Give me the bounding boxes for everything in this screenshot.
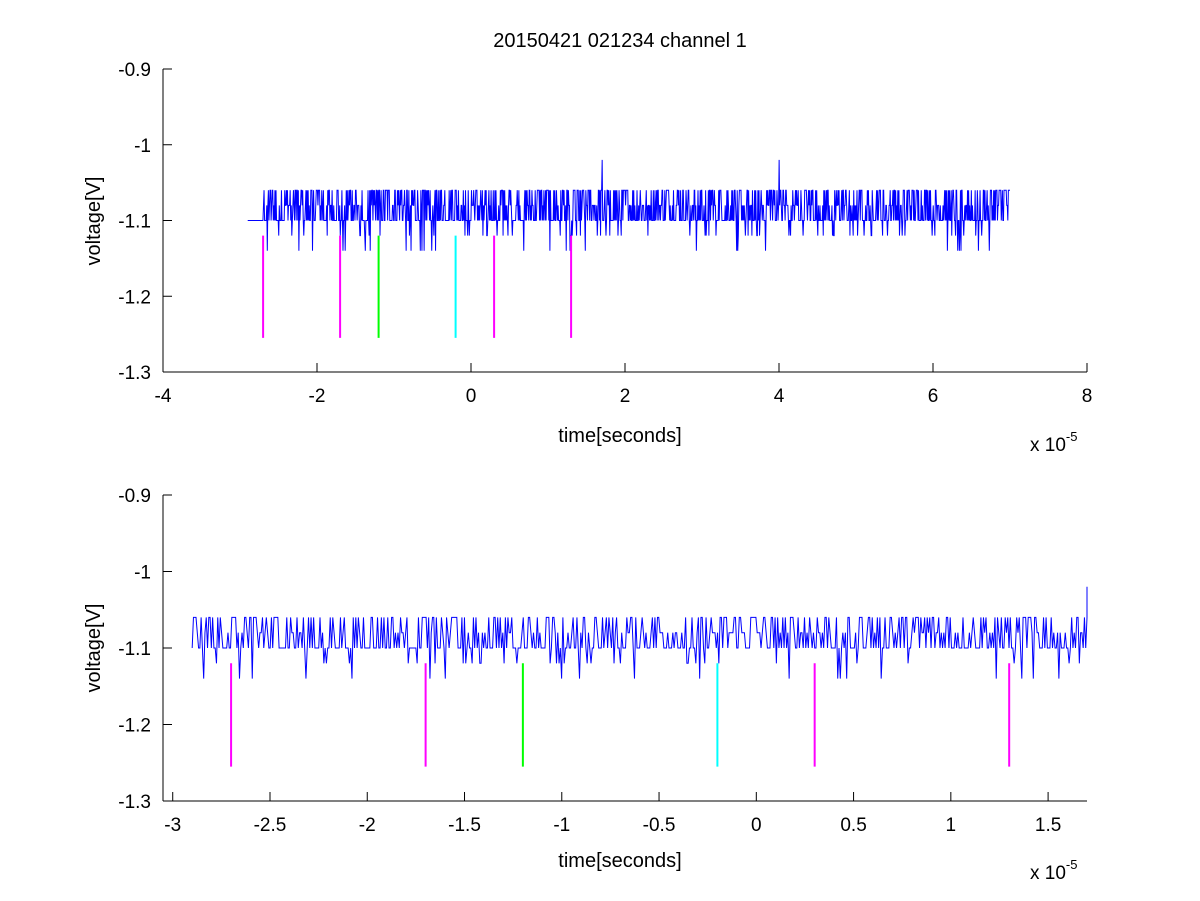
- top-plot-data: [247, 159, 1010, 338]
- bottom-plot-data: [191, 586, 1088, 767]
- chart-title: 20150421 021234 channel 1: [493, 30, 747, 52]
- signal-series-line: [247, 159, 1010, 251]
- x-tick-label: 1.5: [1035, 815, 1061, 836]
- x-tick-label: 4: [774, 386, 785, 407]
- signal-series-line: [191, 586, 1088, 679]
- y-tick-label: -1.3: [118, 363, 151, 384]
- bottom-plot: -3 -2.5 -2 -1.5 -1 -0.5 0 0.5 1 1.5 -0.9 -1 -1.1 -1.2…: [83, 486, 1088, 884]
- x-tick-label: 8: [1082, 386, 1093, 407]
- x-tick-label: 6: [928, 386, 939, 407]
- x-axis-label: time[seconds]: [558, 425, 681, 447]
- y-tick-label: -1.2: [118, 287, 151, 308]
- top-plot-ticks: -4 -2 0 2 4 6 8 -0.9 -1 -1.1 -1.2 -1.3: [118, 60, 1092, 407]
- bottom-plot-ticks: -3 -2.5 -2 -1.5 -1 -0.5 0 0.5 1 1.5 -0.9 -1 -1.1 -1.2…: [118, 486, 1087, 836]
- x-tick-label: 0.5: [840, 815, 866, 836]
- x-tick-label: -2: [359, 815, 376, 836]
- x-tick-label: -2.5: [254, 815, 287, 836]
- x-axis-multiplier-exponent: -5: [1066, 857, 1078, 872]
- x-tick-label: -4: [155, 386, 172, 407]
- x-tick-label: 0: [751, 815, 762, 836]
- y-tick-label: -0.9: [118, 60, 151, 81]
- x-tick-label: -2: [309, 386, 326, 407]
- x-axis-multiplier: x 10-5: [1030, 429, 1077, 456]
- x-tick-label: -3: [164, 815, 181, 836]
- x-tick-label: 0: [466, 386, 477, 407]
- y-tick-label: -1.3: [118, 792, 151, 813]
- y-tick-label: -0.9: [118, 486, 151, 507]
- x-tick-label: 1: [946, 815, 957, 836]
- y-tick-label: -1.2: [118, 716, 151, 737]
- y-tick-label: -1: [134, 136, 151, 157]
- y-axis-label: voltage[V]: [83, 177, 105, 266]
- y-axis-label: voltage[V]: [83, 604, 105, 693]
- x-axis-multiplier-base: x 10: [1030, 435, 1066, 456]
- y-tick-label: -1.1: [118, 212, 151, 233]
- x-axis-label: time[seconds]: [558, 850, 681, 872]
- x-axis-multiplier-exponent: -5: [1066, 429, 1078, 444]
- x-tick-label: -0.5: [643, 815, 676, 836]
- y-tick-label: -1.1: [118, 639, 151, 660]
- top-plot: 20150421 021234 channel 1 -4 -2 0 2 4 6 8-0.9-…: [83, 30, 1092, 456]
- x-axis-multiplier: x 10-5: [1030, 857, 1077, 884]
- x-tick-label: -1: [553, 815, 570, 836]
- x-tick-label: 2: [620, 386, 631, 407]
- x-tick-label: -1.5: [448, 815, 481, 836]
- y-tick-label: -1: [134, 563, 151, 584]
- x-axis-multiplier-base: x 10: [1030, 863, 1066, 884]
